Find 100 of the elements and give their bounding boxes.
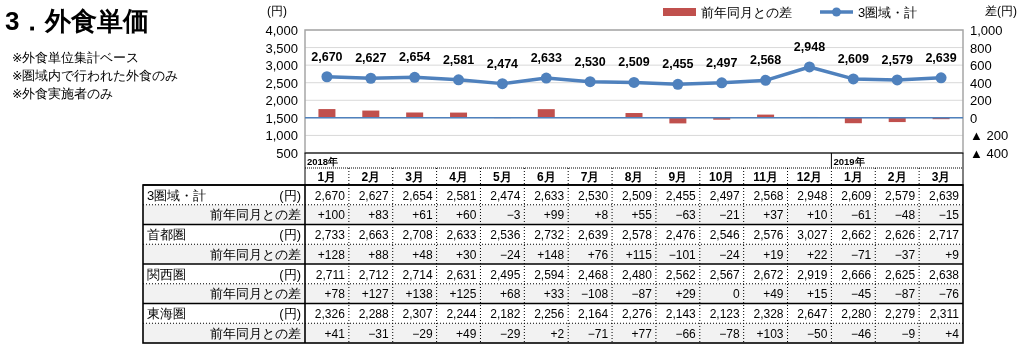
data-label: 2,639 xyxy=(578,228,609,242)
data-label: 2,328 xyxy=(753,307,784,321)
data-label: +10 xyxy=(807,208,828,223)
x-tick-label: 8月 xyxy=(624,170,644,184)
data-label: +61 xyxy=(412,208,433,223)
x-tick-label: 9月 xyxy=(668,170,688,184)
data-label: +4 xyxy=(945,326,960,341)
data-label: 2,714 xyxy=(402,267,433,282)
data-label: −61 xyxy=(850,208,872,223)
text: 3．外食単価 xyxy=(5,6,150,36)
data-label: 2,474 xyxy=(490,188,521,203)
data-label: −45 xyxy=(850,287,872,302)
y2-tick-label: 3圏域・計 xyxy=(147,187,207,203)
data-label: +29 xyxy=(675,287,697,302)
data-label: 2,497 xyxy=(706,55,738,70)
data-label: 2,455 xyxy=(665,188,697,203)
data-label: +88 xyxy=(368,247,390,262)
data-label: −31 xyxy=(368,326,390,341)
y-tick-label: 2,500 xyxy=(265,75,298,91)
y2-tick-label: ▲ 400 xyxy=(970,146,1009,161)
data-label: +37 xyxy=(763,208,784,223)
data-label: 2,631 xyxy=(446,267,477,282)
data-label: 2,670 xyxy=(314,188,346,203)
data-label: 2,672 xyxy=(753,267,784,282)
data-label: 2,468 xyxy=(578,267,609,282)
text: ※外食実施者のみ xyxy=(12,86,114,101)
data-label: 2,509 xyxy=(618,55,650,70)
data-label: +115 xyxy=(625,247,653,262)
data-label: −48 xyxy=(894,208,916,223)
data-label: −29 xyxy=(412,326,433,341)
data-label: −71 xyxy=(587,326,609,341)
data-label: +60 xyxy=(456,208,477,223)
x-tick-label: 2月 xyxy=(887,170,907,184)
data-label: 2,562 xyxy=(665,267,697,282)
y-tick-label: 2,000 xyxy=(265,93,298,109)
y-tick-label: (円) xyxy=(279,266,301,282)
data-label: 2,639 xyxy=(928,188,960,203)
y2-tick-label: 東海圏 xyxy=(147,306,186,321)
data-label: 2,579 xyxy=(885,188,916,203)
y2-tick-label: 600 xyxy=(970,58,992,74)
data-label: 2,530 xyxy=(578,188,609,203)
data-label: −66 xyxy=(675,326,697,341)
data-label: −87 xyxy=(631,287,653,302)
legend-label: 前年同月との差 xyxy=(701,5,792,20)
data-label: +77 xyxy=(631,326,653,341)
data-label: +99 xyxy=(543,208,565,223)
x-tick-label: 12月 xyxy=(796,170,823,184)
data-label: +138 xyxy=(405,287,433,302)
legend-label: 3圏域・計 xyxy=(858,5,918,20)
data-label: 2,609 xyxy=(841,188,872,203)
y2-tick-label: 首都圏 xyxy=(147,227,186,242)
data-label: 2,948 xyxy=(797,188,828,203)
data-label: +127 xyxy=(361,287,390,302)
data-label: +83 xyxy=(368,208,390,223)
data-label: +148 xyxy=(537,247,565,262)
y-tick-label: 1,000 xyxy=(265,128,298,144)
data-label: +9 xyxy=(945,247,960,262)
data-label: 2,609 xyxy=(837,51,870,66)
x-tick-label: 2月 xyxy=(361,170,381,184)
data-label: 2,164 xyxy=(578,307,609,321)
data-label: +49 xyxy=(763,287,784,302)
data-label: 2,666 xyxy=(841,267,872,282)
y-tick-label: 4,000 xyxy=(265,23,298,38)
data-label: 2,581 xyxy=(442,52,475,67)
data-label: 2,280 xyxy=(841,307,872,321)
x-tick-label: 7月 xyxy=(580,170,600,184)
data-label: +8 xyxy=(594,208,609,223)
data-label: +100 xyxy=(317,208,346,223)
y-tick-label: 前年同月との差 xyxy=(210,207,301,223)
data-label: 2,638 xyxy=(928,267,960,282)
data-label: 2,476 xyxy=(665,228,697,242)
data-label: 2,633 xyxy=(446,228,477,242)
x-tick-label: 10月 xyxy=(709,170,735,184)
x-tick-label: 1月 xyxy=(843,170,863,184)
data-label: −9 xyxy=(901,326,916,341)
text: ※圏域内で行われた外食のみ xyxy=(12,69,179,83)
data-label: +128 xyxy=(317,247,346,262)
data-label: 2,579 xyxy=(881,52,913,67)
data-label: 2,711 xyxy=(315,267,346,282)
y2-tick-label: ▲ 200 xyxy=(970,128,1009,144)
data-label: +76 xyxy=(587,247,609,262)
data-label: 2,627 xyxy=(358,188,390,203)
data-label: 2,594 xyxy=(534,267,565,282)
data-label: 2,654 xyxy=(402,188,433,203)
data-label: 2,143 xyxy=(665,307,697,321)
data-label: +30 xyxy=(456,247,477,262)
data-label: 2,530 xyxy=(574,54,606,69)
data-label: 2,625 xyxy=(885,267,916,282)
data-label: −3 xyxy=(506,208,521,223)
data-label: 2,654 xyxy=(399,50,431,65)
data-label: −76 xyxy=(938,287,960,302)
data-label: 2,182 xyxy=(490,307,521,321)
data-label: 2,568 xyxy=(749,53,782,68)
x-tick-label: 4月 xyxy=(449,170,468,184)
y2-tick-label: 400 xyxy=(970,75,992,91)
data-label: 2,326 xyxy=(314,307,346,321)
y-tick-label: 前年同月との差 xyxy=(210,325,301,341)
data-label: +68 xyxy=(499,287,521,302)
data-label: 2,509 xyxy=(621,188,653,203)
data-label: 2,581 xyxy=(446,188,477,203)
